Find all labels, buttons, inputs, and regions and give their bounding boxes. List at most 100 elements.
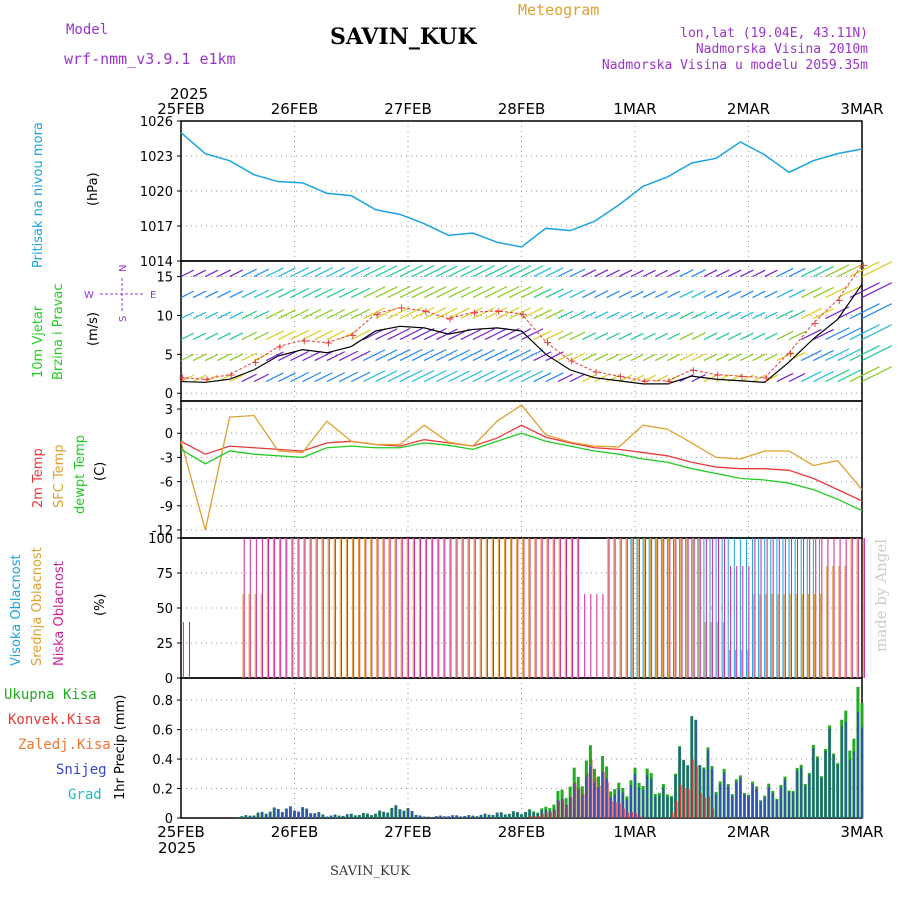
top-year: 2025 xyxy=(170,85,208,103)
wind-barb xyxy=(496,306,520,320)
precip-bar-snow xyxy=(411,810,414,818)
wind-barb xyxy=(825,348,850,362)
wind-barb xyxy=(642,290,656,299)
y-tick-label-pressure: 1017 xyxy=(140,220,173,235)
precip-bar-conv xyxy=(696,765,698,818)
precip-bar-snow xyxy=(682,760,685,818)
wind-barb xyxy=(423,264,447,278)
precip-bar-snow xyxy=(257,812,260,818)
wind-barb xyxy=(278,267,296,278)
wind-barb xyxy=(509,370,532,383)
precip-bar-snow xyxy=(824,751,827,818)
precip-bar-snow xyxy=(338,815,341,818)
wind-barb xyxy=(448,349,470,362)
altitude-text: Nadmorska Visina 2010m xyxy=(696,42,868,57)
precip-bar-snow xyxy=(463,816,466,818)
wind-barb xyxy=(594,290,609,299)
wind-barb xyxy=(448,265,470,278)
wind-barb xyxy=(314,267,333,278)
gust-marker: + xyxy=(275,341,284,354)
precip-bar-snow xyxy=(763,797,766,818)
precip-bar-snow xyxy=(305,808,308,818)
bottom-date-label: 2MAR xyxy=(727,823,770,841)
wind-barb xyxy=(205,290,219,299)
wind-barb xyxy=(241,268,257,278)
wind-barb xyxy=(630,353,644,362)
wind-barb xyxy=(727,290,742,299)
precip-bar-snow xyxy=(362,812,365,818)
wind-barb xyxy=(813,328,834,341)
wind-barb xyxy=(679,311,694,320)
wind-barb xyxy=(411,264,435,278)
y-tick-label-precip: 0.8 xyxy=(152,694,173,709)
precip-bar-snow xyxy=(402,810,405,818)
y-tick-label-precip: 0.2 xyxy=(152,783,173,798)
wind-barb xyxy=(278,372,296,383)
precip-unit: 1hr Precip (mm) xyxy=(113,695,128,800)
gust-marker: + xyxy=(567,355,576,368)
wind-barb xyxy=(533,309,552,320)
precip-bar-snow xyxy=(366,813,369,818)
wind-barb xyxy=(788,309,806,320)
wind-barb xyxy=(703,332,718,341)
precip-bar-snow xyxy=(792,792,795,818)
wind-barb xyxy=(265,372,284,383)
wind-barb xyxy=(642,311,656,320)
wind-barb xyxy=(861,324,892,341)
wind-barb xyxy=(205,269,219,278)
gust-marker: + xyxy=(202,373,211,386)
precip-bar-snow xyxy=(581,795,584,818)
precip-bar-snow xyxy=(783,779,786,818)
precip-bar-conv xyxy=(538,815,540,818)
wind-barb xyxy=(363,328,386,341)
wind-barb xyxy=(667,332,681,341)
precip-bar-snow xyxy=(861,727,863,818)
y-tick-label-temp: -3 xyxy=(160,451,173,466)
wind-barb xyxy=(436,370,458,383)
precip-bar-snow xyxy=(423,816,426,818)
wind-barb xyxy=(399,369,423,383)
wind-barb xyxy=(302,371,322,383)
precip-bar-snow xyxy=(277,809,280,818)
gust-marker: + xyxy=(421,305,430,318)
wind-barb xyxy=(436,286,458,299)
wind-barb xyxy=(290,350,310,362)
wind-barb xyxy=(265,330,284,341)
precip-bar-conv xyxy=(550,812,552,818)
wind-barb xyxy=(582,290,597,299)
wind-barb xyxy=(484,285,508,299)
precip-bar-snow xyxy=(674,775,677,818)
wind-barb xyxy=(557,331,574,341)
precip-bar-conv xyxy=(554,809,556,818)
precip-bar-conv xyxy=(692,759,694,818)
precip-bar-snow xyxy=(670,797,673,818)
wind-barb xyxy=(642,269,656,278)
wind-barb xyxy=(460,349,483,362)
wind-barb xyxy=(472,328,495,341)
wind-barb xyxy=(217,311,231,320)
wind-barb xyxy=(180,269,195,278)
wind-barb xyxy=(813,370,834,383)
wind-barb xyxy=(837,264,862,278)
wind-barb xyxy=(715,353,730,362)
model-label: Model xyxy=(66,22,108,38)
wind-barb xyxy=(265,309,284,320)
precip-bar-snow xyxy=(662,787,665,818)
wind-barb xyxy=(229,269,244,278)
precip-bar-snow xyxy=(471,815,474,818)
precip-bar-conv xyxy=(623,808,625,818)
precip-bar-snow xyxy=(820,777,823,818)
wind-barb xyxy=(521,265,544,278)
precip-legend: Ukupna Kisa Konvek.Kisa Zaledj.Kisa Snijeg G… xyxy=(4,687,111,803)
wind-barb xyxy=(654,374,668,383)
wind-barb xyxy=(752,290,766,299)
compass-e: E xyxy=(150,290,156,301)
wind-barb xyxy=(496,264,520,278)
gust-marker: + xyxy=(664,375,673,388)
wind-barb xyxy=(265,288,284,299)
wind-barb xyxy=(569,268,586,278)
precip-bar-snow xyxy=(605,778,608,818)
wind-barb xyxy=(496,369,520,383)
cloud-label-low: Niska Oblacnost xyxy=(52,561,67,666)
precip-bar-conv xyxy=(712,808,715,818)
